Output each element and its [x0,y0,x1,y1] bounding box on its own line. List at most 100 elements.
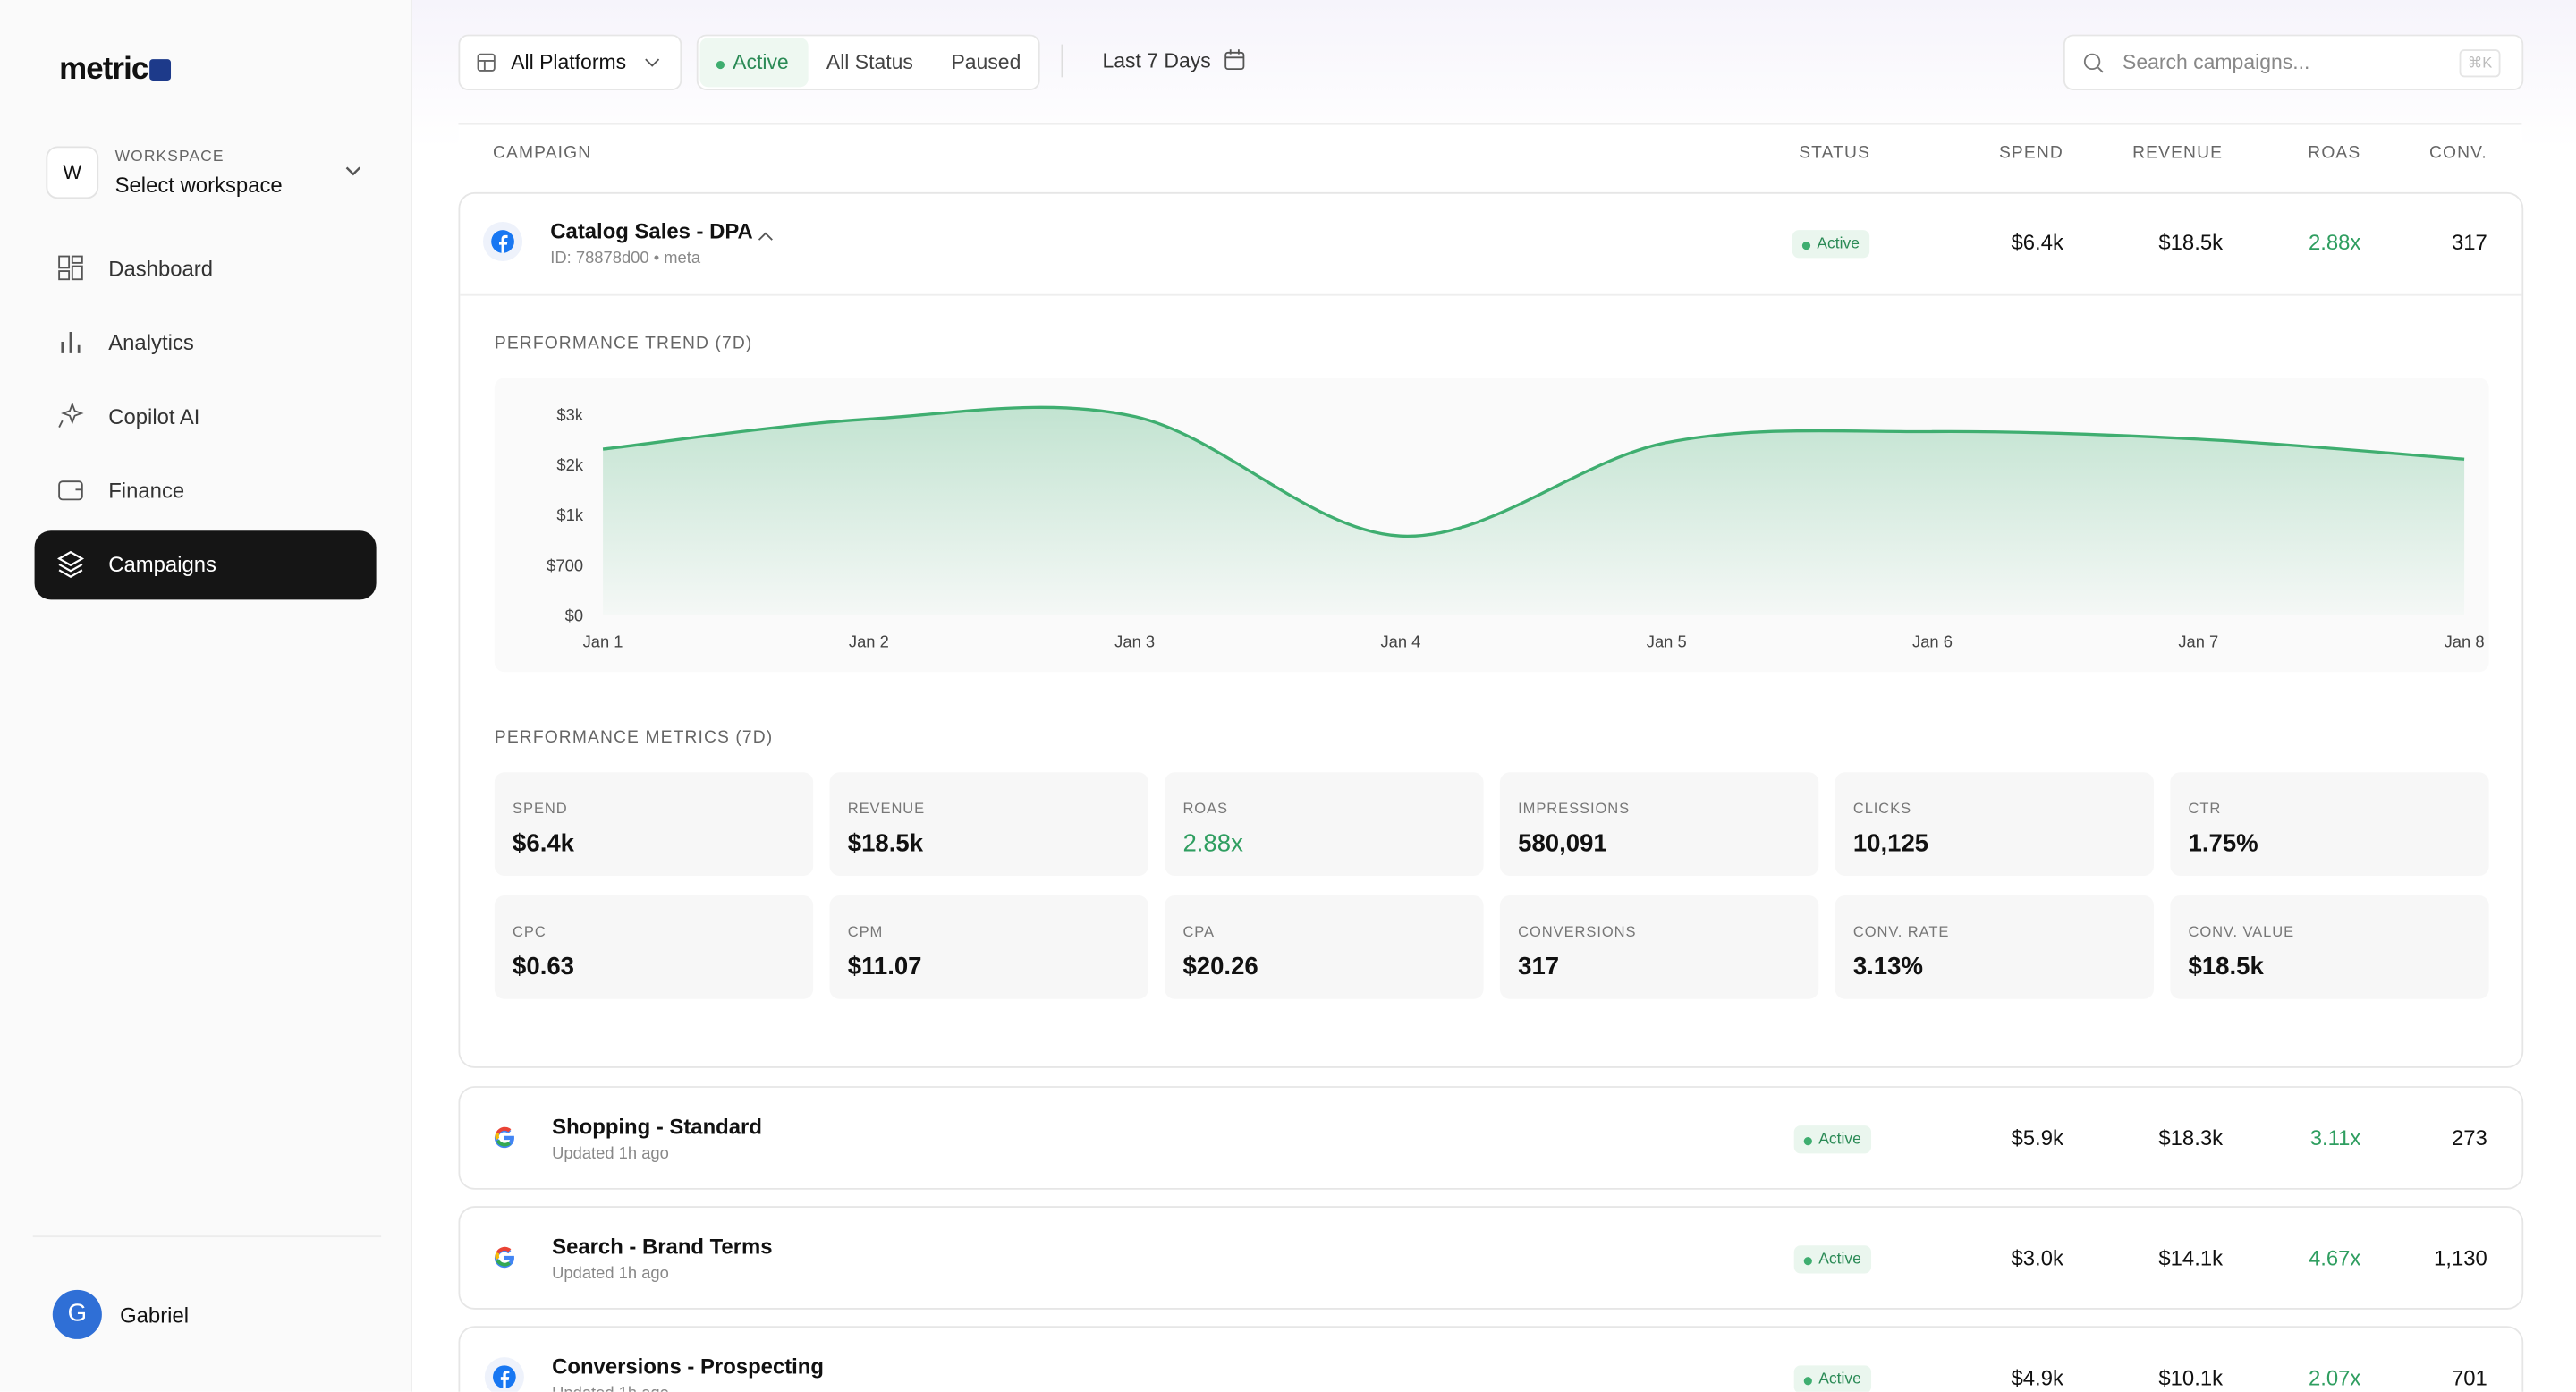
metric-card: CTR 1.75% [2170,772,2489,876]
metric-value: $18.5k [847,829,924,858]
cell-roas: 2.07x [2308,1365,2361,1390]
nav-item[interactable]: Dashboard [35,235,377,304]
workspace-selector[interactable]: W WORKSPACE Select workspace [46,145,384,200]
chevron [345,166,361,176]
metric-label: CPM [847,923,884,940]
campaign-row[interactable]: Conversions - Prospecting Updated 1h ago A… [458,1326,2524,1392]
metric-value: 580,091 [1518,829,1607,858]
metric-card: CONV. RATE 3.13% [1835,895,2154,999]
expanded-row: PERFORMANCE TREND (7D) $0 $700 $1k $2k $3k Ja… [458,191,2524,1068]
brand: metric [59,52,148,88]
campaign-name: Shopping - Standard [552,1114,762,1139]
nav-icon [58,255,83,281]
status-pill: Active [1793,1245,1871,1274]
metric-value: $20.26 [1182,953,1258,981]
y-tick-label: $700 [547,556,583,574]
sidebar: metric W WORKSPACE Select workspace G Ga… [0,0,413,1392]
cell-spend: $3.0k [2011,1245,2063,1270]
metric-card: CPM $11.07 [829,895,1148,999]
nav-icon [58,402,84,428]
metric-label: ROAS [1182,800,1228,817]
campaign-sub: Updated 1h ago [552,1265,669,1284]
cell-roas: 3.11x [2309,1125,2361,1150]
cell-conv: 317 [2451,230,2487,255]
status-option[interactable]: All Status [826,50,913,74]
user-name[interactable]: Gabriel [120,1303,190,1328]
status-filter: Active All Status Paused [696,34,1040,91]
nav-item[interactable]: Campaigns [34,530,377,600]
cell-conv: 701 [2451,1365,2487,1390]
campaign-row[interactable]: Shopping - Standard Updated 1h ago Active $… [458,1086,2524,1190]
x-tick-label: Jan 6 [1912,632,1953,651]
metric-label: IMPRESSIONS [1518,800,1631,817]
cell-spend: $4.9k [2011,1365,2063,1390]
area [603,407,2465,615]
nav-icon [57,550,85,578]
status-option[interactable]: Paused [951,50,1021,74]
collapse-chevron [758,222,774,241]
platform-icon [484,1357,524,1392]
nav-item[interactable]: Analytics [35,309,377,378]
metric-card: CLICKS 10,125 [1835,772,2154,876]
line [602,405,2465,538]
nav-label: Dashboard [108,256,214,282]
metric-card: SPEND $6.4k [494,772,814,876]
metric-value: $18.5k [2188,953,2264,981]
campaign-name: Conversions - Prospecting [552,1354,824,1379]
cell-revenue: $18.5k [2158,230,2224,255]
metric-label: CLICKS [1852,800,1912,817]
status-pill: Active [1792,230,1869,259]
nav-label: Copilot AI [108,403,200,429]
status-pill: Active [1793,1125,1871,1154]
platform-icon [482,221,523,262]
search-box[interactable]: Search campaigns... ⌘K [2063,34,2524,91]
cell-revenue: $10.1k [2158,1365,2224,1390]
metric-label: REVENUE [847,800,926,817]
metric-card: CPA $20.26 [1165,895,1484,999]
cell-conv: 1,130 [2434,1245,2487,1270]
metric-value: 10,125 [1852,829,1929,858]
column-header: REVENUE [2132,142,2224,163]
metric-label: CPA [1182,923,1215,940]
logo: metric [59,52,172,89]
x-tick-label: Jan 7 [2178,632,2218,651]
metric-card: REVENUE $18.5k [829,772,1148,876]
platform-icon [494,1126,514,1149]
workspace-value: Select workspace [114,172,283,198]
platform-label: All Platforms [511,50,627,74]
x-tick-label: Jan 8 [2445,632,2485,651]
x-tick-label: Jan 2 [849,632,889,651]
platform-filter[interactable]: All Platforms [458,34,682,91]
x-tick-label: Jan 5 [1647,632,1687,651]
nav-label: Analytics [108,330,194,355]
metric-card: CPC $0.63 [494,895,814,999]
campaign-sub: Updated 1h ago [552,1145,669,1164]
nav-item[interactable]: Finance [35,457,377,526]
table-header: CAMPAIGN STATUS SPEND REVENUE ROAS CONV. [458,123,2522,182]
column-header: CONV. [2428,142,2487,163]
status-pill: Active [1793,1365,1871,1392]
chevron [645,58,660,67]
chart: $0 $700 $1k $2k $3k Jan 1 Jan 2 Jan 3 Jan 4 Jan 5… [547,405,2485,651]
metric-value: 3.13% [1852,953,1923,981]
metric-value: 317 [1518,953,1560,981]
cell-revenue: $14.1k [2158,1245,2224,1270]
calendar-icon [1224,49,1245,71]
metric-label: SPEND [513,800,568,817]
cell-conv: 273 [2451,1125,2487,1150]
status-option[interactable]: Active [733,50,789,74]
campaign-row[interactable]: Search - Brand Terms Updated 1h ago Active… [458,1206,2524,1310]
row-header[interactable]: Catalog Sales - DPA ID: 78878d00 • meta Ac… [458,192,2521,294]
campaign-name: Catalog Sales - DPA [550,218,753,243]
metric-value: $0.63 [513,953,575,981]
date-filter[interactable]: Last 7 Days [1102,49,1211,72]
workspace-avatar: W [46,146,99,199]
nav-item[interactable]: Copilot AI [35,383,377,452]
section-title: PERFORMANCE TREND (7D) [494,333,753,353]
cell-roas: 4.67x [2308,1245,2361,1270]
y-tick-label: $3k [556,405,583,424]
workspace-label: WORKSPACE [114,148,225,166]
metric-label: CONVERSIONS [1518,923,1637,940]
metric-label: CONV. VALUE [2188,923,2295,940]
